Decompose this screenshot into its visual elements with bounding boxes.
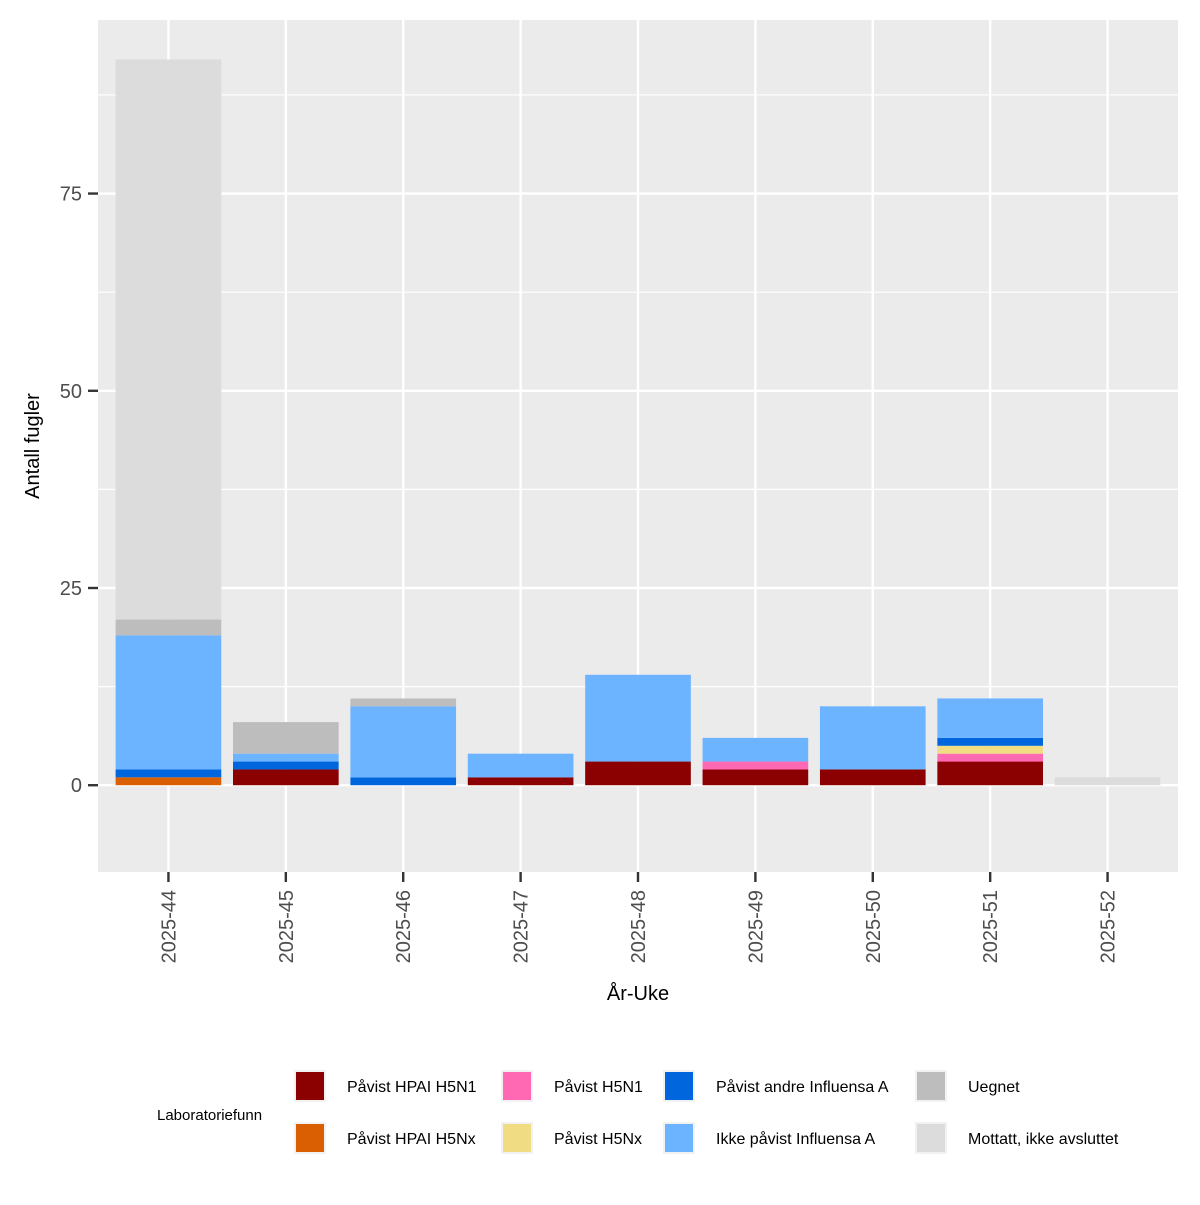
x-tick-label: 2025-44 — [158, 890, 180, 963]
legend-label: Ikke påvist Influensa A — [716, 1130, 876, 1148]
bars — [115, 59, 1161, 786]
bar-segment-2025-44 — [115, 619, 222, 636]
bar-segment-2025-44 — [115, 777, 222, 786]
bar-segment-2025-51 — [937, 761, 1043, 786]
x-tick-label: 2025-49 — [745, 890, 767, 963]
bar-segment-2025-51 — [937, 698, 1043, 738]
legend-swatch — [296, 1124, 324, 1152]
y-tick-label: 50 — [60, 381, 82, 403]
bar-segment-2025-48 — [585, 674, 691, 762]
legend: Påvist HPAI H5N1 Påvist HPAI H5Nx Påvist H… — [294, 1070, 1119, 1154]
bar-segment-2025-44 — [115, 59, 222, 620]
y-tick-label: 75 — [60, 184, 82, 206]
legend-label: Mottatt, ikke avsluttet — [968, 1131, 1119, 1148]
bar-segment-2025-51 — [937, 737, 1043, 746]
x-tick-label: 2025-52 — [1098, 890, 1120, 963]
x-tick-label: 2025-45 — [276, 890, 298, 963]
bar-segment-2025-47 — [467, 753, 574, 778]
legend-label: Påvist HPAI H5Nx — [347, 1130, 476, 1148]
x-axis: 2025-44 2025-45 2025-46 2025-47 2025-48 2025-… — [158, 872, 1120, 963]
x-tick-label: 2025-47 — [511, 890, 533, 963]
bar-segment-2025-49 — [702, 769, 809, 786]
y-axis-title: Antall fugler — [22, 393, 44, 499]
bar-segment-2025-46 — [350, 777, 457, 786]
legend-swatch — [296, 1072, 324, 1100]
legend-swatch — [665, 1072, 693, 1100]
bar-segment-2025-50 — [819, 706, 926, 770]
legend-label: Uegnet — [968, 1079, 1020, 1096]
y-tick-label: 25 — [60, 578, 82, 600]
bar-segment-2025-45 — [233, 753, 339, 762]
legend-title: Laboratoriefunn — [157, 1107, 262, 1124]
legend-label: Påvist H5N1 — [554, 1078, 643, 1096]
legend-label: Påvist andre Influensa A — [716, 1078, 889, 1096]
x-tick-label: 2025-46 — [393, 890, 415, 963]
bar-segment-2025-50 — [819, 769, 926, 786]
legend-swatch — [503, 1124, 531, 1152]
bar-segment-2025-52 — [1054, 777, 1161, 786]
x-tick-label: 2025-51 — [980, 890, 1002, 963]
legend-swatch — [917, 1072, 945, 1100]
legend-swatch — [665, 1124, 693, 1152]
bar-segment-2025-47 — [467, 777, 574, 786]
bar-segment-2025-51 — [937, 745, 1043, 754]
legend-label: Påvist HPAI H5N1 — [347, 1078, 477, 1096]
bar-segment-2025-49 — [702, 737, 809, 762]
x-tick-label: 2025-48 — [628, 890, 650, 963]
bar-segment-2025-46 — [350, 706, 457, 778]
bar-segment-2025-49 — [702, 761, 809, 770]
bar-segment-2025-45 — [233, 769, 339, 786]
y-axis: 0 25 50 75 — [60, 184, 98, 797]
bar-segment-2025-45 — [233, 761, 339, 770]
legend-swatch — [503, 1072, 531, 1100]
legend-swatch — [917, 1124, 945, 1152]
bar-segment-2025-48 — [585, 761, 691, 786]
x-tick-label: 2025-50 — [863, 890, 885, 963]
bar-segment-2025-51 — [937, 753, 1043, 762]
bar-segment-2025-46 — [350, 698, 457, 707]
bar-segment-2025-45 — [233, 722, 339, 754]
x-axis-title: År-Uke — [607, 982, 669, 1005]
legend-label: Påvist H5Nx — [554, 1130, 642, 1148]
bar-segment-2025-44 — [115, 769, 222, 778]
y-tick-label: 0 — [71, 775, 82, 797]
bar-segment-2025-44 — [115, 635, 222, 770]
